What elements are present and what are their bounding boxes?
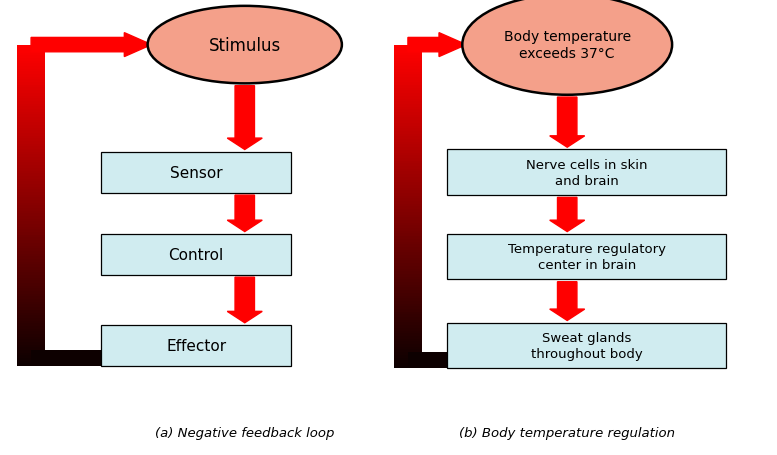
Ellipse shape [462, 0, 672, 96]
Polygon shape [227, 278, 263, 323]
Polygon shape [31, 34, 152, 57]
Text: Sensor: Sensor [170, 166, 222, 180]
Polygon shape [549, 198, 584, 232]
Text: Temperature regulatory
center in brain: Temperature regulatory center in brain [507, 243, 666, 272]
Polygon shape [549, 98, 584, 148]
Text: Stimulus: Stimulus [209, 36, 280, 55]
Ellipse shape [148, 7, 342, 84]
Polygon shape [227, 196, 263, 232]
Text: Sweat glands
throughout body: Sweat glands throughout body [531, 331, 643, 360]
FancyBboxPatch shape [447, 234, 726, 280]
Text: (b) Body temperature regulation: (b) Body temperature regulation [459, 426, 675, 439]
FancyBboxPatch shape [101, 152, 291, 193]
FancyBboxPatch shape [447, 323, 726, 369]
FancyBboxPatch shape [101, 325, 291, 366]
Polygon shape [227, 86, 263, 150]
FancyBboxPatch shape [101, 234, 291, 275]
Text: Effector: Effector [166, 339, 226, 353]
Text: (a) Negative feedback loop: (a) Negative feedback loop [155, 426, 334, 439]
Polygon shape [549, 282, 584, 321]
Text: Body temperature
exceeds 37°C: Body temperature exceeds 37°C [503, 30, 631, 61]
Text: Control: Control [169, 248, 224, 262]
FancyBboxPatch shape [447, 150, 726, 196]
Text: Nerve cells in skin
and brain: Nerve cells in skin and brain [526, 158, 647, 187]
Polygon shape [408, 34, 466, 57]
